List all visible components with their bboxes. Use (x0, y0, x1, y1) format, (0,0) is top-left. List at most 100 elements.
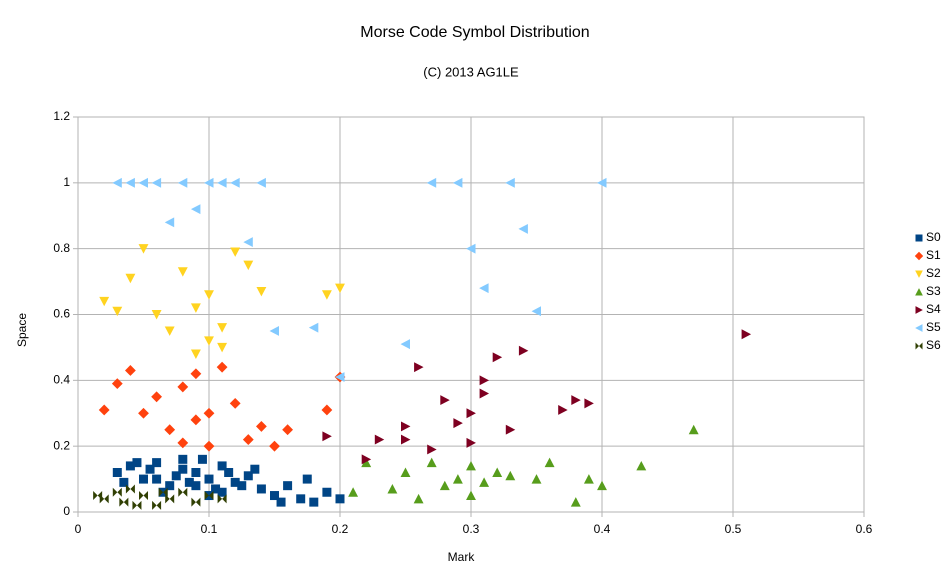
x-tick-label: 0.1 (201, 522, 218, 536)
point (518, 345, 529, 356)
point (151, 310, 162, 320)
legend-marker (915, 288, 923, 296)
point (282, 424, 293, 436)
x-tick-label: 0.3 (463, 522, 480, 536)
point (190, 204, 201, 215)
point (571, 395, 581, 406)
point (217, 494, 227, 504)
point (190, 368, 202, 380)
point (203, 440, 215, 452)
chart-subtitle: (C) 2013 AG1LE (423, 64, 519, 79)
point (479, 375, 490, 386)
x-tick-label: 0.4 (594, 522, 611, 536)
point (269, 326, 279, 336)
point (466, 437, 476, 448)
point (583, 474, 594, 484)
point (276, 497, 286, 507)
point (531, 306, 541, 317)
point (400, 339, 410, 350)
point (164, 326, 175, 336)
point (224, 468, 234, 477)
legend-label: S1 (926, 248, 941, 262)
point (439, 480, 450, 491)
point (321, 290, 332, 300)
point (132, 458, 142, 468)
point (177, 267, 188, 277)
point (112, 177, 122, 188)
point (139, 491, 148, 501)
point (466, 243, 476, 254)
point (597, 480, 607, 491)
point (414, 362, 424, 373)
point (505, 177, 515, 188)
point (99, 494, 109, 504)
point (309, 497, 319, 507)
point (139, 474, 148, 484)
point (374, 434, 385, 445)
chart-title: Morse Code Symbol Distribution (360, 24, 589, 41)
point (125, 177, 135, 188)
point (125, 484, 135, 494)
point (190, 349, 201, 359)
point (335, 283, 345, 294)
point (204, 290, 214, 300)
point (256, 177, 266, 188)
point (505, 424, 516, 435)
point (138, 177, 148, 188)
point (322, 487, 332, 497)
point (505, 470, 516, 481)
point (217, 487, 227, 497)
point (283, 481, 293, 491)
point (348, 487, 359, 497)
point (177, 381, 189, 393)
point (145, 464, 155, 474)
legend-marker (915, 234, 923, 242)
point (197, 454, 207, 464)
point (492, 467, 503, 477)
point (636, 460, 647, 471)
point (250, 464, 260, 474)
point (243, 260, 254, 271)
point (132, 500, 142, 510)
point (125, 273, 136, 284)
point (256, 484, 266, 494)
point (178, 487, 188, 497)
point (492, 352, 503, 363)
point (111, 378, 123, 390)
point (256, 421, 267, 432)
point (230, 177, 240, 188)
point (335, 372, 345, 382)
y-tick-label: 0.8 (53, 241, 70, 255)
legend-label: S3 (926, 284, 941, 298)
point (204, 491, 214, 501)
point (361, 457, 372, 468)
legend-label: S5 (926, 320, 941, 334)
point (158, 487, 168, 497)
point (427, 444, 437, 455)
y-tick-label: 0.6 (53, 307, 70, 321)
point (204, 177, 214, 188)
point (426, 177, 437, 188)
plot-frame (77, 116, 865, 513)
point (308, 322, 319, 333)
point (217, 177, 227, 188)
point (322, 431, 332, 442)
legend-marker (915, 324, 923, 332)
legend-marker (915, 342, 923, 350)
point (112, 468, 122, 477)
point (190, 414, 202, 426)
legend-label: S4 (926, 302, 941, 316)
x-tick-label: 0.2 (332, 522, 349, 536)
point (361, 454, 372, 465)
point (112, 306, 123, 317)
y-tick-label: 1 (63, 175, 70, 189)
point (544, 457, 555, 468)
point (125, 365, 136, 376)
point (243, 237, 253, 248)
point (688, 424, 699, 435)
point (452, 177, 463, 188)
point (191, 497, 201, 507)
point (237, 481, 247, 491)
point (453, 418, 463, 429)
point (177, 437, 189, 449)
